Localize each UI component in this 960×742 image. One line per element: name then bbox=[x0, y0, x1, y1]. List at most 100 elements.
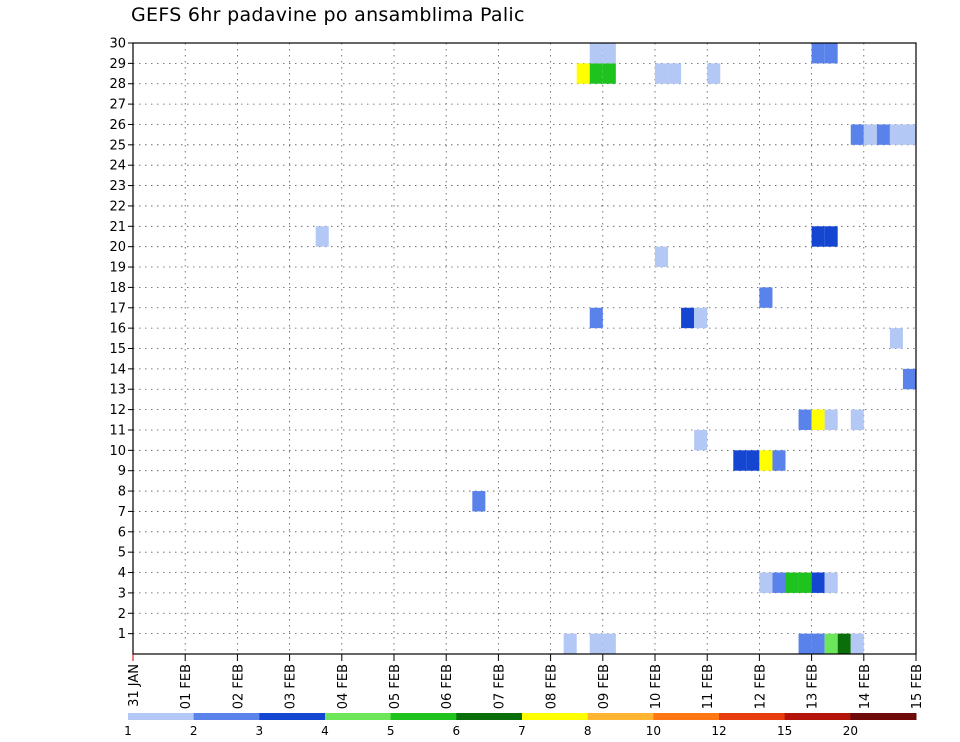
legend-swatch bbox=[522, 713, 589, 720]
precip-cell bbox=[759, 287, 773, 308]
precip-cell bbox=[798, 633, 812, 654]
y-tick-label: 30 bbox=[109, 37, 126, 52]
x-tick-label: 15 FEB bbox=[910, 664, 925, 709]
precip-cell bbox=[889, 124, 903, 145]
precip-cell bbox=[733, 450, 747, 471]
y-tick-label: 17 bbox=[109, 301, 126, 316]
legend-label: 7 bbox=[518, 724, 526, 738]
y-tick-label: 16 bbox=[109, 322, 126, 337]
precip-cell bbox=[798, 572, 812, 593]
x-tick-label: 07 FEB bbox=[492, 664, 507, 709]
y-tick-label: 3 bbox=[118, 586, 126, 601]
x-tick-label: 02 FEB bbox=[231, 664, 246, 709]
y-tick-label: 11 bbox=[109, 423, 126, 438]
chart-title: GEFS 6hr padavine po ansamblima Palic bbox=[131, 4, 525, 26]
precip-cell bbox=[902, 368, 916, 390]
legend-swatch bbox=[390, 713, 457, 720]
x-tick-label: 31 JAN bbox=[127, 664, 142, 707]
y-tick-label: 6 bbox=[118, 525, 126, 540]
legend-swatch bbox=[784, 713, 851, 720]
precip-cell bbox=[681, 307, 695, 329]
precip-cell bbox=[668, 63, 682, 84]
precip-cell bbox=[602, 63, 616, 84]
x-tick-label: 01 FEB bbox=[179, 664, 194, 709]
precip-cell bbox=[602, 43, 616, 64]
legend-label: 20 bbox=[843, 724, 858, 738]
y-tick-label: 4 bbox=[118, 566, 126, 581]
precip-cell bbox=[811, 43, 825, 64]
y-tick-label: 8 bbox=[118, 485, 126, 500]
precip-cell bbox=[811, 633, 825, 654]
precip-cell bbox=[772, 450, 786, 471]
y-tick-label: 10 bbox=[109, 444, 126, 459]
y-tick-label: 23 bbox=[109, 179, 126, 194]
precip-cell bbox=[850, 409, 864, 430]
precip-cell bbox=[824, 633, 838, 654]
legend-label: 2 bbox=[190, 724, 198, 738]
x-tick-label: 04 FEB bbox=[336, 664, 351, 709]
precip-cell bbox=[707, 63, 721, 84]
y-tick-label: 13 bbox=[109, 383, 126, 398]
legend-swatch bbox=[259, 713, 326, 720]
precip-cell bbox=[824, 409, 838, 430]
precip-cell bbox=[837, 633, 851, 654]
precip-cell bbox=[824, 226, 838, 247]
y-tick-label: 20 bbox=[109, 240, 126, 255]
precip-cell bbox=[472, 491, 486, 512]
y-tick-label: 18 bbox=[109, 281, 126, 296]
precip-cell bbox=[759, 572, 773, 593]
x-tick-label: 09 FEB bbox=[597, 664, 612, 709]
legend-label: 10 bbox=[646, 724, 661, 738]
precip-cell bbox=[589, 63, 603, 84]
y-tick-label: 12 bbox=[109, 403, 126, 418]
legend-label: 6 bbox=[453, 724, 461, 738]
precip-cell bbox=[798, 409, 812, 430]
precip-cell bbox=[850, 124, 864, 145]
precip-cell bbox=[694, 429, 708, 451]
precip-cell bbox=[876, 124, 890, 145]
x-tick-label: 12 FEB bbox=[753, 664, 768, 709]
legend-label: 1 bbox=[124, 724, 132, 738]
precip-cell bbox=[850, 633, 864, 654]
precip-cell bbox=[589, 633, 603, 654]
y-tick-label: 19 bbox=[109, 261, 126, 276]
legend-label: 4 bbox=[321, 724, 329, 738]
precip-cell bbox=[602, 633, 616, 654]
y-tick-label: 28 bbox=[109, 77, 126, 92]
legend-swatch bbox=[325, 713, 392, 720]
y-tick-label: 24 bbox=[109, 159, 126, 174]
y-tick-label: 2 bbox=[118, 607, 126, 622]
x-tick-label: 03 FEB bbox=[284, 664, 299, 709]
precip-cell bbox=[589, 43, 603, 64]
y-tick-label: 27 bbox=[109, 98, 126, 113]
legend-swatch bbox=[587, 713, 654, 720]
precip-cell bbox=[563, 633, 577, 654]
precip-cell bbox=[811, 409, 825, 430]
precip-cell bbox=[824, 572, 838, 593]
y-tick-label: 29 bbox=[109, 57, 126, 72]
y-tick-label: 9 bbox=[118, 464, 126, 479]
precip-cell bbox=[694, 307, 708, 329]
legend-label: 15 bbox=[777, 724, 792, 738]
legend-swatch bbox=[193, 713, 260, 720]
legend-swatch bbox=[456, 713, 523, 720]
legend-swatch bbox=[850, 713, 917, 720]
precip-cell bbox=[576, 63, 590, 84]
precip-cell bbox=[655, 246, 669, 268]
precip-cell bbox=[589, 307, 603, 329]
y-tick-label: 5 bbox=[118, 546, 126, 561]
legend-swatch bbox=[653, 713, 720, 720]
x-tick-label: 13 FEB bbox=[806, 664, 821, 709]
precip-cell bbox=[889, 328, 903, 349]
precip-cell bbox=[811, 226, 825, 247]
x-tick-label: 05 FEB bbox=[388, 664, 403, 709]
x-tick-label: 08 FEB bbox=[545, 664, 560, 709]
x-tick-label: 06 FEB bbox=[440, 664, 455, 709]
legend-swatch bbox=[128, 713, 195, 720]
y-tick-label: 26 bbox=[109, 118, 126, 133]
precip-cell bbox=[824, 43, 838, 64]
y-tick-label: 22 bbox=[109, 199, 126, 214]
x-tick-label: 11 FEB bbox=[701, 664, 716, 709]
legend-label: 3 bbox=[256, 724, 264, 738]
